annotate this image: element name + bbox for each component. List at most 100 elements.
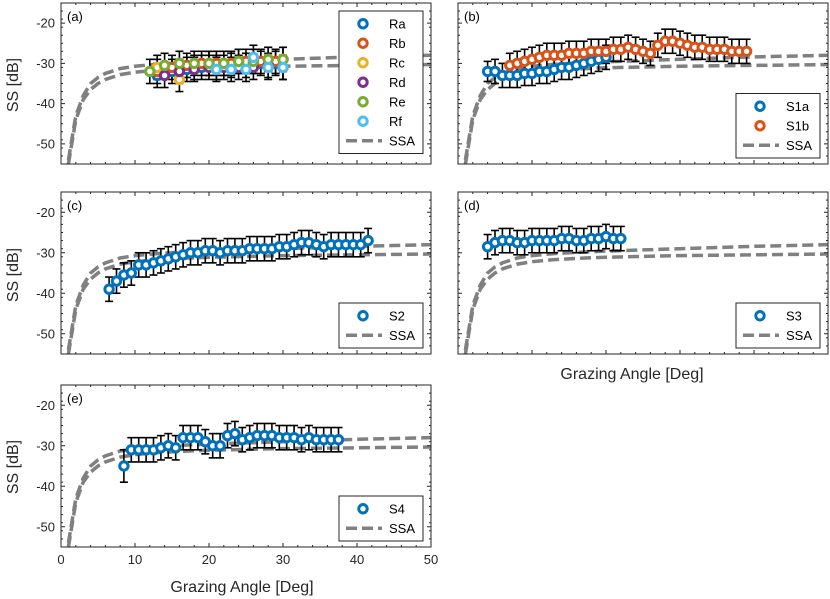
x-tick-label: 20	[202, 552, 216, 567]
legend-marker-S1a	[754, 100, 766, 112]
legend-label: Rb	[389, 36, 406, 51]
data-point-S4	[332, 433, 345, 446]
legend-label: S1b	[786, 118, 809, 133]
data-point-Re	[232, 55, 245, 68]
plot-content	[66, 227, 431, 354]
y-tick-label: -50	[36, 519, 55, 534]
legend-label: Rc	[389, 55, 405, 70]
legend-marker-S3	[754, 310, 766, 322]
legend-marker-Re	[357, 96, 369, 108]
legend-label: S1a	[786, 99, 810, 114]
ssa-curve	[463, 252, 828, 354]
panel-label: (d)	[464, 198, 480, 213]
plot-content	[66, 44, 431, 164]
legend: S3 SSA	[735, 302, 821, 349]
legend-box	[338, 495, 424, 542]
y-axis-label: SS [dB]	[5, 58, 22, 112]
data-point-S4	[214, 440, 226, 452]
legend-box	[735, 302, 821, 349]
x-tick-label: 50	[424, 552, 438, 567]
data-point-S2	[110, 275, 123, 287]
legend-label: Rd	[389, 75, 406, 90]
legend-label: SSA	[786, 328, 812, 343]
legend-label: S3	[786, 308, 802, 323]
data-point-S2	[125, 267, 138, 279]
data-point-S2	[103, 283, 115, 295]
chart-panel-1: (b) S1a S1b SSA	[457, 2, 829, 165]
legend-marker-Rf	[357, 115, 369, 127]
y-tick-label: -40	[36, 96, 55, 111]
y-tick-label: -20	[36, 16, 55, 31]
chart-panel-4: 0 10 20 30 40 50 -50 -40 -30 -20 (e) SS [dB] Grazing…	[5, 384, 438, 596]
data-point-Rf	[247, 51, 260, 64]
chart-panel-0: -50 -40 -30 -20 (a) SS [dB] Ra Rb Rc Rd Re Rf SSA	[5, 2, 432, 165]
x-tick-label: 10	[128, 552, 142, 567]
legend-marker-Rb	[357, 37, 369, 49]
legend-marker-S4	[357, 503, 369, 515]
panel-label: (a)	[67, 9, 83, 24]
data-point-S2	[362, 234, 374, 247]
data-point-Re	[188, 57, 200, 70]
data-point-S1b	[644, 47, 657, 60]
data-point-Rf	[225, 63, 237, 76]
y-tick-label: -30	[36, 56, 55, 71]
y-tick-label: -20	[36, 205, 55, 220]
legend-marker-Rd	[357, 76, 369, 88]
plot-content	[66, 420, 431, 547]
x-tick-label: 40	[350, 552, 364, 567]
legend: S1a S1b SSA	[735, 93, 821, 159]
panel-label: (e)	[67, 391, 83, 406]
data-point-S4	[170, 442, 182, 454]
legend-label: S4	[389, 501, 405, 516]
legend-marker-Ra	[357, 18, 369, 30]
legend: S4 SSA	[338, 495, 424, 542]
ssa-curve	[463, 242, 828, 351]
x-tick-label: 30	[276, 552, 290, 567]
data-point-S4	[229, 427, 241, 440]
data-point-Re	[144, 65, 156, 78]
plot-content	[463, 223, 828, 354]
data-point-Rd	[158, 69, 171, 82]
data-point-Re	[158, 59, 171, 72]
y-tick-label: -50	[36, 326, 55, 341]
legend-marker-S2	[357, 310, 369, 322]
legend-label: SSA	[389, 133, 415, 148]
legend-label: SSA	[389, 521, 415, 536]
y-tick-label: -30	[36, 245, 55, 260]
legend-box	[338, 302, 424, 349]
y-tick-label: -40	[36, 286, 55, 301]
data-point-Re	[203, 57, 215, 70]
y-tick-label: -50	[36, 136, 55, 151]
data-point-Re	[218, 57, 230, 70]
data-point-Rf	[277, 61, 289, 74]
chart-panel-3: (d) Grazing Angle [Deg] S3 SSA	[457, 191, 829, 383]
y-tick-label: -20	[36, 398, 55, 413]
legend-box	[338, 10, 424, 154]
legend-label: Ra	[389, 16, 406, 31]
data-point-Rf	[210, 63, 223, 76]
data-point-Rf	[240, 63, 252, 76]
legend-label: Rf	[389, 114, 402, 129]
x-axis-label: Grazing Angle [Deg]	[170, 579, 313, 596]
y-axis-label: SS [dB]	[5, 440, 22, 494]
data-point-S4	[118, 460, 130, 472]
data-point-Rf	[262, 61, 274, 74]
legend-marker-Rc	[357, 57, 369, 69]
legend: Ra Rb Rc Rd Re Rf SSA	[338, 10, 424, 154]
legend-marker-S1b	[754, 120, 766, 132]
data-point-S1b	[740, 45, 753, 57]
legend-label: SSA	[389, 328, 415, 343]
legend-label: S2	[389, 308, 405, 323]
legend: S2 SSA	[338, 302, 424, 349]
x-tick-label: 0	[57, 552, 64, 567]
y-axis-label: SS [dB]	[5, 248, 22, 302]
data-point-Re	[173, 57, 186, 70]
y-tick-label: -30	[36, 438, 55, 453]
data-point-S3	[615, 232, 627, 245]
x-axis-label: Grazing Angle [Deg]	[560, 366, 703, 383]
y-tick-label: -40	[36, 479, 55, 494]
plot-content	[463, 28, 828, 164]
panel-label: (b)	[464, 9, 480, 24]
legend-label: SSA	[786, 138, 812, 153]
